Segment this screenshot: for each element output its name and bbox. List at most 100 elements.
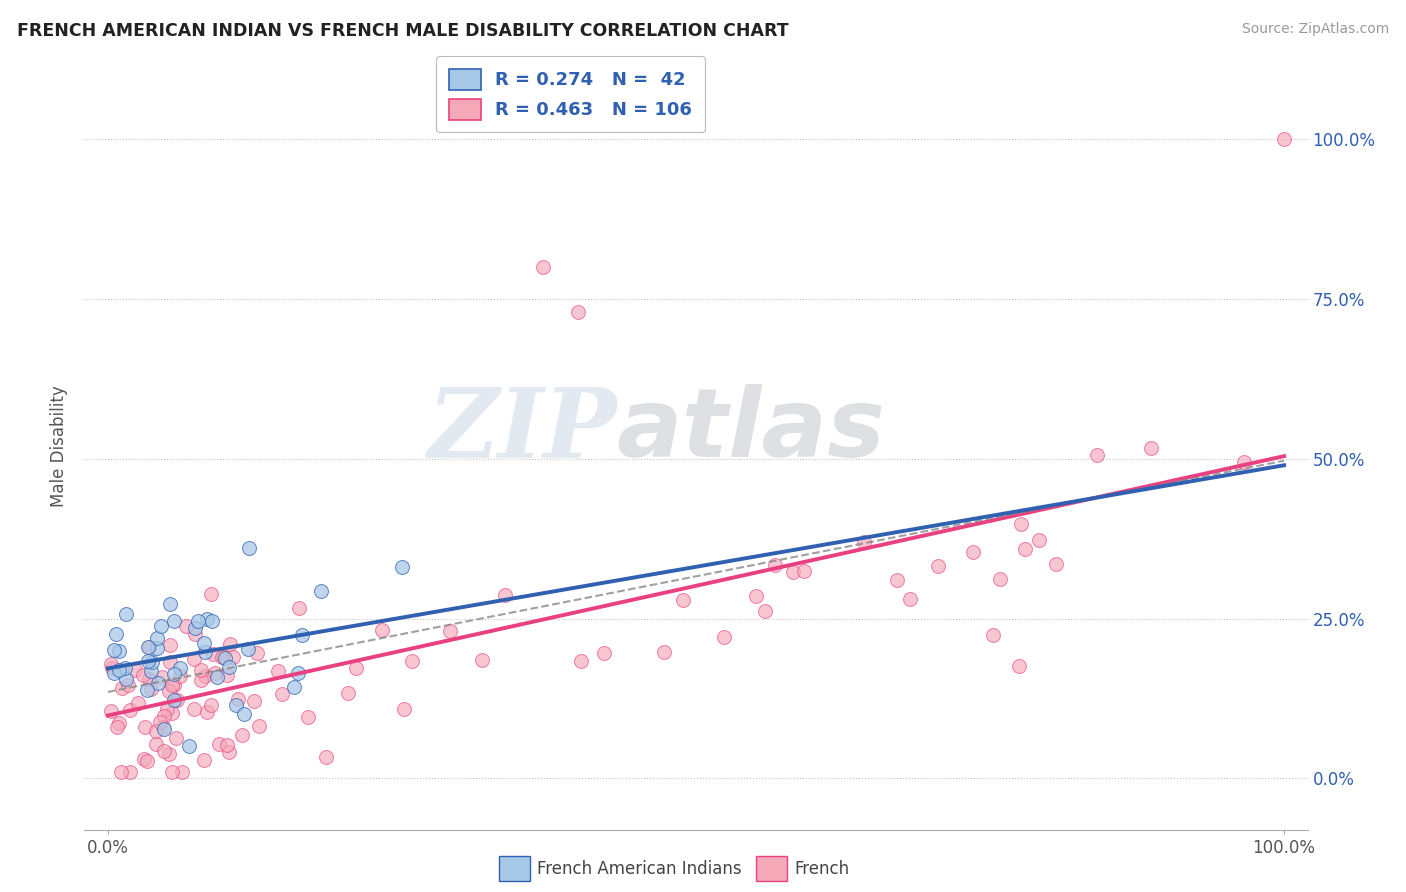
Point (344, 661, 367, 675)
Point (179, 739, 201, 754)
Point (531, 260, 554, 274)
Point (927, 559, 949, 574)
Point (163, 678, 186, 692)
Point (100, 704, 122, 718)
Point (157, 684, 180, 698)
Point (159, 597, 181, 611)
Point (494, 588, 516, 602)
Point (169, 661, 191, 675)
Point (134, 752, 156, 766)
Point (745, 590, 768, 604)
Point (218, 745, 240, 759)
Point (146, 676, 169, 690)
Point (713, 630, 735, 644)
Point (962, 545, 984, 559)
Point (271, 687, 294, 701)
Point (297, 710, 319, 724)
Point (107, 720, 129, 734)
Point (205, 670, 228, 684)
Point (163, 693, 186, 707)
Point (156, 701, 179, 715)
Point (567, 304, 589, 318)
Text: FRENCH AMERICAN INDIAN VS FRENCH MALE DISABILITY CORRELATION CHART: FRENCH AMERICAN INDIAN VS FRENCH MALE DI… (17, 22, 789, 40)
Text: French: French (794, 860, 849, 878)
Point (115, 672, 138, 686)
Point (243, 694, 266, 708)
Point (145, 723, 167, 738)
Point (194, 669, 217, 683)
Point (174, 619, 197, 633)
Point (139, 664, 162, 678)
Point (898, 592, 921, 607)
Point (159, 655, 181, 669)
Point (392, 702, 415, 716)
Point (124, 663, 146, 677)
Point (103, 643, 125, 657)
Point (309, 584, 332, 599)
Point (117, 678, 139, 692)
Point (163, 614, 186, 628)
Text: atlas: atlas (616, 384, 886, 477)
Point (107, 644, 129, 658)
Point (184, 621, 207, 635)
Point (157, 747, 180, 761)
Point (215, 738, 238, 752)
Point (401, 654, 423, 668)
Point (169, 668, 191, 682)
Point (194, 645, 217, 659)
Point (1045, 557, 1067, 571)
Point (101, 661, 124, 675)
Point (145, 737, 167, 751)
Point (231, 728, 253, 742)
Point (371, 624, 394, 638)
Point (120, 765, 142, 780)
Point (200, 698, 222, 713)
Point (150, 670, 173, 684)
Text: ZIP: ZIP (427, 384, 616, 477)
Point (183, 702, 205, 716)
Point (211, 649, 233, 664)
Point (100, 657, 122, 672)
Point (983, 627, 1005, 641)
Point (160, 706, 183, 720)
Point (208, 737, 231, 751)
Point (165, 731, 187, 745)
Point (471, 653, 494, 667)
Point (134, 720, 156, 734)
Point (886, 573, 908, 587)
Point (287, 666, 309, 681)
Point (215, 668, 238, 682)
Point (782, 565, 804, 579)
Point (765, 558, 787, 572)
Point (127, 696, 149, 710)
Point (190, 673, 212, 687)
Point (146, 631, 169, 645)
Point (391, 560, 413, 574)
Point (754, 604, 776, 618)
Point (1028, 533, 1050, 548)
Point (202, 647, 225, 661)
Point (1233, 455, 1256, 469)
Point (190, 663, 212, 677)
Point (195, 612, 218, 626)
Point (592, 647, 614, 661)
Point (283, 680, 305, 694)
Point (1010, 516, 1032, 531)
Point (149, 619, 172, 633)
Point (1140, 441, 1163, 455)
Point (246, 646, 269, 660)
Point (160, 765, 183, 780)
Y-axis label: Male Disability: Male Disability (51, 385, 69, 507)
Point (193, 636, 215, 650)
Point (1272, 132, 1295, 146)
Point (153, 722, 176, 736)
Point (226, 692, 249, 706)
Point (315, 750, 337, 764)
Point (233, 707, 256, 722)
Point (153, 709, 176, 723)
Point (108, 663, 131, 677)
Point (136, 640, 159, 655)
Point (120, 703, 142, 717)
Point (291, 628, 314, 642)
Point (212, 650, 235, 665)
